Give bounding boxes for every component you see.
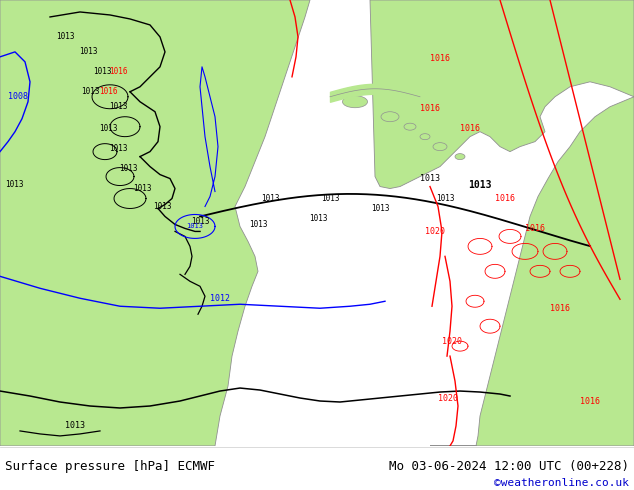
Text: 1013: 1013 bbox=[371, 204, 389, 213]
Text: 1013: 1013 bbox=[81, 87, 100, 96]
Text: 1013: 1013 bbox=[469, 179, 492, 190]
Text: 1013: 1013 bbox=[109, 144, 127, 153]
Ellipse shape bbox=[420, 134, 430, 140]
Polygon shape bbox=[430, 97, 634, 446]
Text: 1013: 1013 bbox=[5, 180, 23, 189]
Text: 1020: 1020 bbox=[442, 337, 462, 345]
Ellipse shape bbox=[404, 123, 416, 130]
Text: 1013: 1013 bbox=[119, 164, 137, 173]
Ellipse shape bbox=[433, 143, 447, 150]
Text: 1013: 1013 bbox=[191, 217, 209, 226]
Text: 1013: 1013 bbox=[249, 220, 268, 229]
Text: 1013: 1013 bbox=[93, 67, 111, 76]
Text: 1013: 1013 bbox=[153, 202, 171, 211]
Ellipse shape bbox=[381, 112, 399, 122]
Text: 1016: 1016 bbox=[99, 87, 117, 96]
Text: 1013: 1013 bbox=[420, 174, 440, 183]
Text: 1016: 1016 bbox=[525, 224, 545, 233]
Text: 1016: 1016 bbox=[430, 54, 450, 63]
Text: 1020: 1020 bbox=[425, 227, 445, 236]
Text: ©weatheronline.co.uk: ©weatheronline.co.uk bbox=[494, 478, 629, 488]
Text: 1013: 1013 bbox=[133, 184, 152, 193]
Ellipse shape bbox=[455, 154, 465, 160]
Text: 1013: 1013 bbox=[109, 102, 127, 111]
Text: 1013: 1013 bbox=[261, 194, 279, 203]
Text: 1020: 1020 bbox=[438, 393, 458, 402]
Polygon shape bbox=[0, 0, 310, 446]
Text: 1016: 1016 bbox=[460, 124, 480, 133]
Text: 1016: 1016 bbox=[420, 104, 440, 113]
Polygon shape bbox=[370, 0, 634, 189]
Text: 1013: 1013 bbox=[56, 32, 74, 42]
Text: 1016: 1016 bbox=[495, 194, 515, 203]
Text: 1013: 1013 bbox=[321, 194, 339, 203]
Text: 1013: 1013 bbox=[309, 214, 327, 223]
Text: 1016: 1016 bbox=[580, 396, 600, 406]
Text: 1016: 1016 bbox=[550, 304, 570, 313]
Text: 1012: 1012 bbox=[210, 294, 230, 303]
Text: 1013: 1013 bbox=[79, 48, 97, 56]
Ellipse shape bbox=[342, 96, 368, 108]
Text: 1008: 1008 bbox=[8, 92, 28, 101]
Text: 1016: 1016 bbox=[109, 67, 127, 76]
Text: Surface pressure [hPa] ECMWF: Surface pressure [hPa] ECMWF bbox=[5, 460, 215, 473]
Text: 1013: 1013 bbox=[436, 194, 454, 203]
Text: 1013: 1013 bbox=[65, 421, 85, 430]
Text: 1013: 1013 bbox=[99, 124, 117, 133]
Text: Mo 03-06-2024 12:00 UTC (00+228): Mo 03-06-2024 12:00 UTC (00+228) bbox=[389, 460, 629, 473]
Text: 1013: 1013 bbox=[186, 223, 204, 229]
